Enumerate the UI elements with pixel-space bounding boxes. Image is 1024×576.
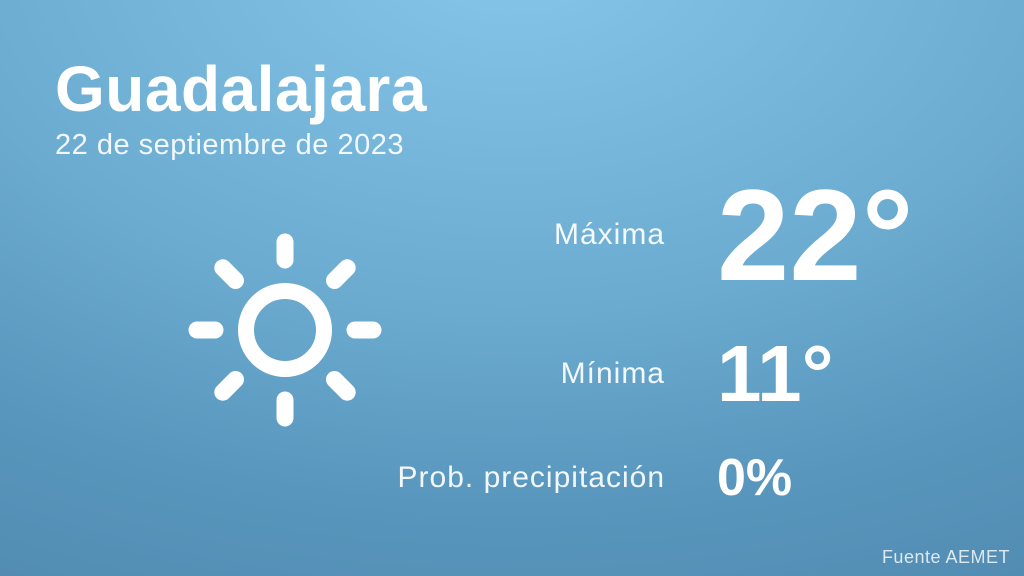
forecast-date: 22 de septiembre de 2023	[55, 129, 404, 162]
precipitation-label: Prob. precipitación	[397, 461, 665, 494]
header: Guadalajara 22 de septiembre de 2023	[55, 53, 427, 162]
minima-value: 11°	[717, 329, 834, 418]
stat-row-precipitation: Prob. precipitación 0%	[0, 452, 1024, 504]
location-title: Guadalajara	[55, 53, 427, 125]
stat-row-maxima: Máxima 22°	[0, 170, 1024, 300]
source-attribution: Fuente AEMET	[881, 547, 1010, 567]
stat-row-minima: Mínima 11°	[0, 334, 1024, 414]
minima-label: Mínima	[560, 357, 665, 390]
maxima-value: 22°	[717, 162, 914, 308]
maxima-label: Máxima	[553, 218, 665, 251]
precipitation-value: 0%	[717, 449, 793, 507]
sun-icon	[175, 220, 395, 440]
